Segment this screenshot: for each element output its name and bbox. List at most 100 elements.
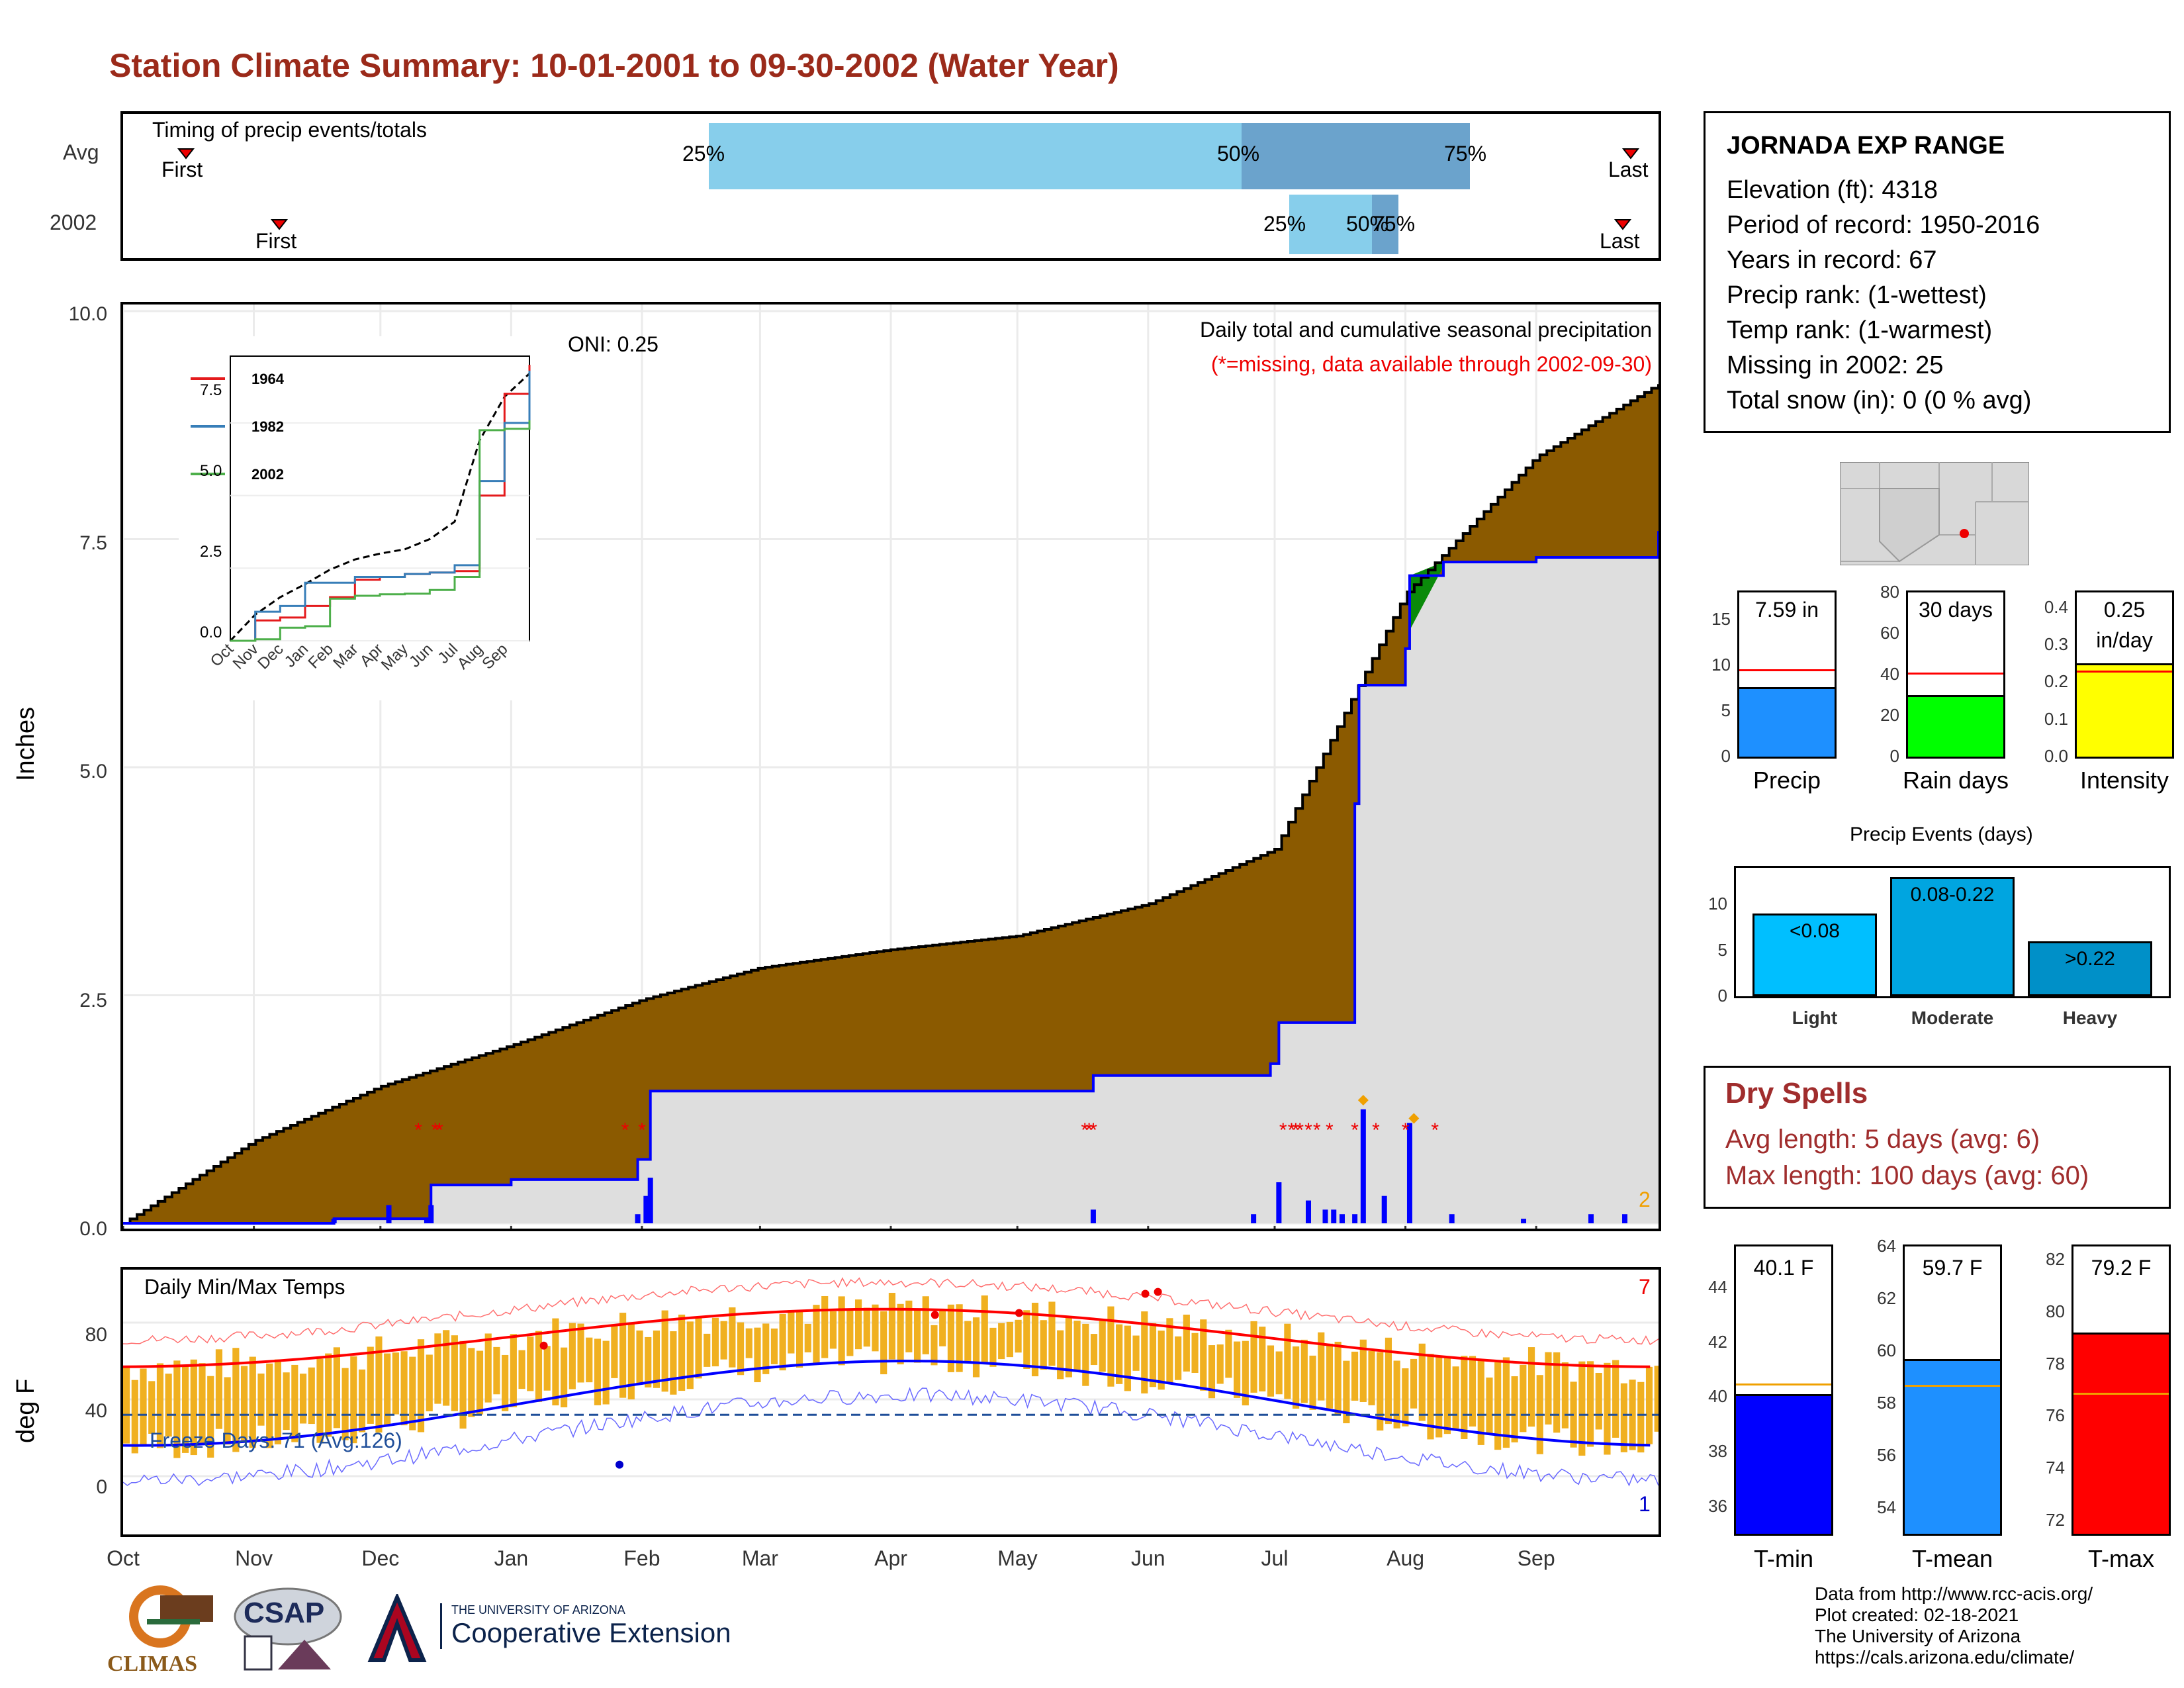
daily-temp-bar	[998, 1323, 1005, 1360]
missing-marker: *	[1372, 1119, 1380, 1141]
daily-precip-bar	[424, 1219, 430, 1223]
record-high-marker	[1154, 1288, 1162, 1296]
avg-first-marker	[177, 148, 195, 160]
daily-temp-bar	[224, 1377, 231, 1445]
avg-p50-label: 50%	[1217, 142, 1260, 165]
avg-p25-label: 25%	[682, 142, 725, 165]
temp-ylabel: deg F	[12, 1378, 40, 1443]
daily-temp-bar	[1048, 1301, 1056, 1366]
daily-temp-bar	[762, 1323, 770, 1374]
daily-temp-bar	[1309, 1355, 1316, 1410]
event-bar-label: 0.08-0.22	[1910, 883, 1995, 906]
daily-temp-bar	[854, 1299, 862, 1350]
daily-temp-bar	[711, 1317, 719, 1367]
daily-temp-bar	[291, 1364, 298, 1442]
daily-temp-bar	[199, 1363, 206, 1445]
daily-temp-bar	[821, 1295, 829, 1358]
daily-temp-bar	[939, 1311, 946, 1346]
avg-last-marker	[1621, 148, 1640, 160]
event-bar	[1752, 914, 1877, 996]
summary-bar-label: 7.59 in	[1754, 598, 1819, 622]
daily-temp-bar	[1494, 1362, 1502, 1450]
station-location-dot	[1960, 529, 1969, 538]
temp-bar-box: 59.7 F	[1903, 1244, 2002, 1536]
daily-precip-bar	[428, 1205, 434, 1223]
temp-bar-avg-line	[1905, 1385, 2000, 1387]
dry-spells-box: Dry Spells Avg length: 5 days (avg: 6) M…	[1704, 1066, 2171, 1209]
events-tick: 0	[1717, 986, 1727, 1006]
summary-bar-fill	[2077, 663, 2172, 757]
daily-temp-bar	[770, 1328, 778, 1364]
daily-temp-bar	[1334, 1341, 1342, 1415]
daily-temp-bar	[240, 1366, 248, 1440]
daily-temp-bar	[1023, 1310, 1030, 1369]
daily-temp-bar	[510, 1334, 517, 1407]
temp-max-count: 7	[1639, 1275, 1651, 1299]
daily-temp-bar	[207, 1376, 214, 1458]
summary-bar-box: 0.25 in/day	[2075, 590, 2174, 759]
avg-last-label: Last	[1608, 158, 1649, 181]
missing-marker: *	[1431, 1119, 1439, 1141]
temp-chart	[123, 1277, 1659, 1487]
timing-label: Timing of precip events/totals	[152, 118, 427, 142]
daily-temp-bar	[426, 1354, 433, 1412]
daily-precip-bar	[386, 1205, 392, 1223]
above-avg-area	[1409, 561, 1443, 631]
daily-temp-bar	[1561, 1362, 1569, 1429]
inset-plot-area	[230, 355, 530, 641]
daily-temp-bar	[720, 1321, 727, 1360]
daily-temp-bar	[829, 1311, 837, 1349]
summary-bar-fill	[1739, 687, 1835, 757]
daily-temp-bar	[1620, 1383, 1627, 1452]
daily-temp-bar	[299, 1374, 307, 1424]
daily-precip-bar	[1622, 1214, 1628, 1223]
daily-temp-bar	[729, 1307, 736, 1368]
daily-temp-bar	[1191, 1333, 1199, 1373]
y2002-cumulative-area	[123, 531, 1659, 1223]
daily-temp-bar	[1158, 1331, 1165, 1390]
record-high-marker	[1015, 1309, 1023, 1317]
climas-logo[interactable]: CLIMAS	[107, 1582, 220, 1676]
temp-bar-tick: 44	[1708, 1277, 1727, 1297]
dry-max-length: Max length: 100 days (avg: 60)	[1725, 1161, 2089, 1190]
daily-temp-bar	[804, 1323, 811, 1352]
daily-temp-bar	[686, 1321, 694, 1389]
summary-bar-tick: 15	[1711, 609, 1731, 630]
daily-precip-bar	[1588, 1214, 1594, 1223]
daily-precip-bar	[1381, 1196, 1387, 1223]
month-label: Jun	[1130, 1546, 1165, 1570]
daily-temp-bar	[813, 1305, 820, 1364]
daily-temp-bar	[493, 1346, 500, 1395]
daily-temp-bar	[1141, 1311, 1148, 1394]
dry-avg-length: Avg length: 5 days (avg: 6)	[1725, 1125, 2040, 1154]
daily-temp-bar	[1183, 1314, 1190, 1372]
missing-marker: *	[621, 1119, 629, 1141]
daily-temp-bar	[1612, 1360, 1619, 1438]
daily-temp-bar	[653, 1331, 660, 1388]
credits: Data from http://www.rcc-acis.org/ Plot …	[1815, 1583, 2093, 1668]
csap-logo[interactable]: CSAP	[232, 1583, 344, 1676]
avg-cumulative-line	[123, 384, 1659, 1225]
daily-temp-bar	[1326, 1343, 1334, 1409]
missing-marker: *	[1313, 1119, 1321, 1141]
daily-temp-bar	[1090, 1334, 1098, 1366]
daily-temp-bar	[325, 1353, 332, 1437]
daily-temp-bar	[1132, 1335, 1140, 1371]
daily-temp-bar	[484, 1333, 492, 1403]
daily-temp-bar	[737, 1322, 745, 1376]
daily-temp-bar	[1377, 1352, 1384, 1431]
daily-temp-bar	[1259, 1327, 1266, 1391]
ua-logo[interactable]	[361, 1592, 433, 1667]
event-bar	[1890, 876, 2015, 996]
daily-temp-bar	[257, 1373, 265, 1426]
temp-ytick: 40	[85, 1400, 107, 1422]
precip-ytick: 0.0	[79, 1218, 107, 1240]
temp-bar-tick: 80	[2046, 1301, 2065, 1321]
oni-value: ONI: 0.25	[568, 332, 659, 356]
daily-temp-bar	[922, 1296, 929, 1354]
daily-temp-bar	[779, 1313, 786, 1371]
daily-temp-bar	[308, 1367, 315, 1425]
summary-bar-tick: 10	[1711, 655, 1731, 675]
credit-line: Plot created: 02-18-2021	[1815, 1605, 2019, 1625]
summary-bar-box: 30 days	[1906, 590, 2005, 759]
